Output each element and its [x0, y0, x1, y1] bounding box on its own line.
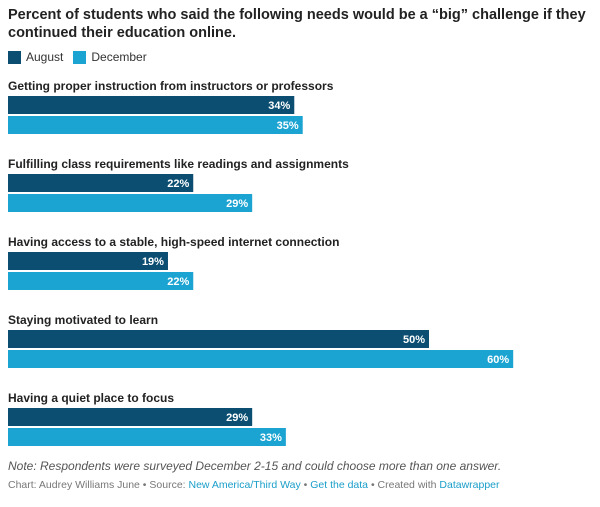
bar-december — [8, 350, 514, 368]
category-label: Staying motivated to learn — [8, 313, 158, 327]
legend-label-august: August — [26, 50, 64, 64]
legend-label-december: December — [91, 50, 147, 64]
chart-note: Note: Respondents were surveyed December… — [8, 459, 502, 473]
data-label-december: 29% — [226, 198, 248, 210]
category-label: Having a quiet place to focus — [8, 391, 174, 405]
bar-chart: Getting proper instruction from instruct… — [8, 79, 514, 446]
data-label-december: 60% — [487, 354, 509, 366]
source-link[interactable]: New America/Third Way — [188, 479, 301, 491]
datawrapper-link[interactable]: Datawrapper — [439, 479, 500, 491]
bar-august — [8, 96, 295, 114]
bar-august — [8, 330, 429, 348]
legend-swatch-december — [73, 50, 87, 64]
bar-december — [8, 116, 303, 134]
bar-august — [8, 252, 168, 270]
data-label-december: 35% — [277, 120, 299, 132]
credit-created-with: • Created with — [368, 479, 440, 491]
data-label-august: 29% — [226, 412, 248, 424]
data-label-august: 34% — [268, 100, 290, 112]
credit-prefix: Chart: Audrey Williams June • Source: — [8, 479, 189, 491]
category-label: Having access to a stable, high-speed in… — [8, 235, 339, 249]
bar-december — [8, 428, 286, 446]
get-data-link[interactable]: Get the data — [310, 479, 369, 491]
legend: August December — [8, 50, 157, 64]
category-label: Getting proper instruction from instruct… — [8, 79, 334, 93]
bar-august — [8, 174, 194, 192]
credit-sep: • — [300, 479, 311, 491]
bar-december — [8, 194, 253, 212]
legend-swatch-august — [8, 50, 21, 64]
data-label-december: 22% — [167, 276, 189, 288]
data-label-august: 22% — [167, 178, 189, 190]
chart-credit: Chart: Audrey Williams June • Source: Ne… — [8, 479, 500, 491]
chart-title: Percent of students who said the followi… — [8, 7, 586, 41]
bar-december — [8, 272, 194, 290]
bar-august — [8, 408, 253, 426]
data-label-december: 33% — [260, 432, 282, 444]
data-label-august: 50% — [403, 334, 425, 346]
data-label-august: 19% — [142, 256, 164, 268]
category-label: Fulfilling class requirements like readi… — [8, 157, 349, 171]
